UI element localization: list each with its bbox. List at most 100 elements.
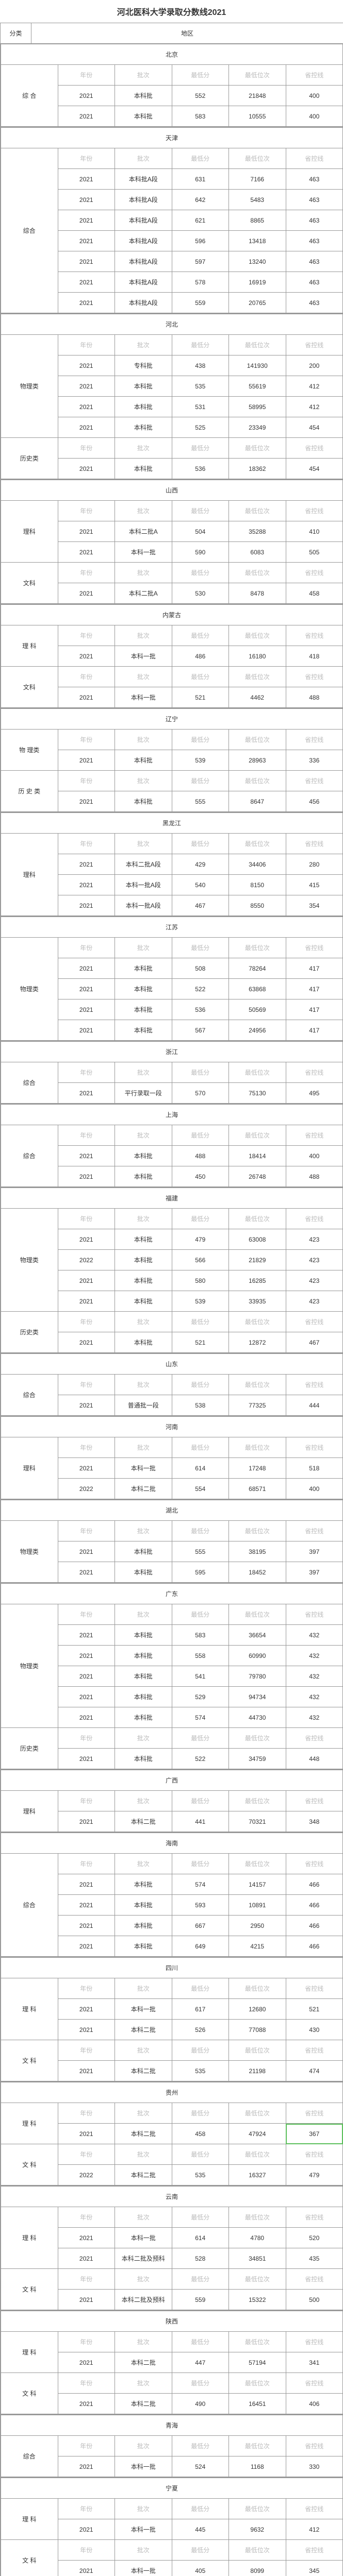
data-cell: 539 xyxy=(172,1291,229,1312)
col-header: 最低位次 xyxy=(229,2144,286,2165)
col-header: 年份 xyxy=(58,2540,115,2561)
category-cell: 文科 xyxy=(1,667,58,708)
category-cell: 理 科 xyxy=(1,625,58,667)
data-cell: 445 xyxy=(172,2519,229,2540)
region-name: 江苏 xyxy=(1,917,343,938)
data-cell: 34851 xyxy=(229,2248,286,2269)
data-cell: 574 xyxy=(172,1874,229,1895)
data-cell: 2021 xyxy=(58,1291,115,1312)
data-cell: 417 xyxy=(286,958,343,979)
col-header: 最低位次 xyxy=(229,1312,286,1332)
data-cell: 141930 xyxy=(229,355,286,376)
col-header: 省控线 xyxy=(286,501,343,521)
data-cell: 本科批 xyxy=(115,999,172,1020)
data-cell: 8647 xyxy=(229,791,286,812)
data-cell: 2021 xyxy=(58,854,115,875)
data-cell: 2021 xyxy=(58,2248,115,2269)
data-cell: 570 xyxy=(172,1083,229,1104)
data-cell: 415 xyxy=(286,875,343,895)
category-cell: 历史类 xyxy=(1,1312,58,1353)
data-cell: 541 xyxy=(172,1666,229,1687)
col-header: 最低分 xyxy=(172,2040,229,2061)
data-cell: 16180 xyxy=(229,646,286,667)
category-cell: 物 理类 xyxy=(1,730,58,771)
data-cell: 16451 xyxy=(229,2394,286,2414)
data-cell: 559 xyxy=(172,293,229,313)
col-header: 年份 xyxy=(58,2144,115,2165)
data-cell: 本科批 xyxy=(115,979,172,999)
col-header: 最低位次 xyxy=(229,2540,286,2561)
col-header: 最低位次 xyxy=(229,2269,286,2290)
data-cell: 2021 xyxy=(58,791,115,812)
col-header: 批次 xyxy=(115,2499,172,2519)
data-cell: 423 xyxy=(286,1229,343,1250)
category-cell: 理科 xyxy=(1,501,58,563)
data-cell: 2021 xyxy=(58,583,115,604)
data-cell: 2021 xyxy=(58,251,115,272)
data-cell: 68571 xyxy=(229,1479,286,1499)
data-cell: 2021 xyxy=(58,231,115,251)
col-header: 批次 xyxy=(115,2540,172,2561)
col-header: 省控线 xyxy=(286,2269,343,2290)
data-cell: 528 xyxy=(172,2248,229,2269)
col-header: 最低位次 xyxy=(229,625,286,646)
region-name: 内蒙古 xyxy=(1,605,343,625)
data-cell: 2950 xyxy=(229,1916,286,1936)
data-cell: 本科批A段 xyxy=(115,272,172,293)
data-cell: 2021 xyxy=(58,86,115,106)
col-header: 年份 xyxy=(58,834,115,854)
data-cell: 458 xyxy=(172,2124,229,2144)
data-cell: 397 xyxy=(286,1541,343,1562)
data-cell: 583 xyxy=(172,1625,229,1646)
data-cell: 617 xyxy=(172,1999,229,2020)
col-header-category: 分类 xyxy=(1,23,31,44)
col-header: 最低分 xyxy=(172,1728,229,1749)
data-cell: 94734 xyxy=(229,1687,286,1707)
data-cell: 348 xyxy=(286,1811,343,1832)
data-cell: 435 xyxy=(286,2248,343,2269)
col-header: 最低分 xyxy=(172,2207,229,2228)
col-header: 批次 xyxy=(115,2436,172,2456)
data-cell: 423 xyxy=(286,1250,343,1270)
data-cell: 2021 xyxy=(58,1229,115,1250)
data-cell: 本科批A段 xyxy=(115,231,172,251)
data-cell: 522 xyxy=(172,979,229,999)
col-header: 批次 xyxy=(115,65,172,86)
col-header: 最低位次 xyxy=(229,335,286,355)
data-cell: 520 xyxy=(286,2228,343,2248)
data-cell: 5483 xyxy=(229,190,286,210)
data-cell: 77088 xyxy=(229,2020,286,2040)
data-cell: 2021 xyxy=(58,2061,115,2081)
data-cell: 423 xyxy=(286,1291,343,1312)
col-header: 年份 xyxy=(58,1728,115,1749)
col-header: 年份 xyxy=(58,667,115,687)
data-cell: 2022 xyxy=(58,1479,115,1499)
col-header: 年份 xyxy=(58,65,115,86)
data-cell: 2021 xyxy=(58,2352,115,2373)
data-cell: 432 xyxy=(286,1707,343,1728)
data-cell: 本科一批A段 xyxy=(115,875,172,895)
col-header: 最低分 xyxy=(172,625,229,646)
col-header: 省控线 xyxy=(286,730,343,750)
data-cell: 518 xyxy=(286,1458,343,1479)
data-cell: 本科批 xyxy=(115,1291,172,1312)
data-cell: 467 xyxy=(286,1332,343,1353)
data-cell: 本科批 xyxy=(115,1250,172,1270)
data-cell: 本科批 xyxy=(115,1916,172,1936)
data-cell: 本科批 xyxy=(115,1687,172,1707)
data-cell: 486 xyxy=(172,646,229,667)
col-header: 省控线 xyxy=(286,1978,343,1999)
data-cell: 2021 xyxy=(58,1146,115,1166)
col-header: 最低位次 xyxy=(229,771,286,791)
region-name: 贵州 xyxy=(1,2082,343,2103)
data-cell: 2021 xyxy=(58,1083,115,1104)
col-header: 年份 xyxy=(58,730,115,750)
data-cell: 2021 xyxy=(58,1666,115,1687)
col-header: 省控线 xyxy=(286,1854,343,1874)
data-cell: 463 xyxy=(286,272,343,293)
col-header: 省控线 xyxy=(286,1604,343,1625)
data-cell: 500 xyxy=(286,2290,343,2310)
data-cell: 417 xyxy=(286,1020,343,1041)
category-cell: 历史类 xyxy=(1,1728,58,1769)
col-header: 年份 xyxy=(58,1437,115,1458)
